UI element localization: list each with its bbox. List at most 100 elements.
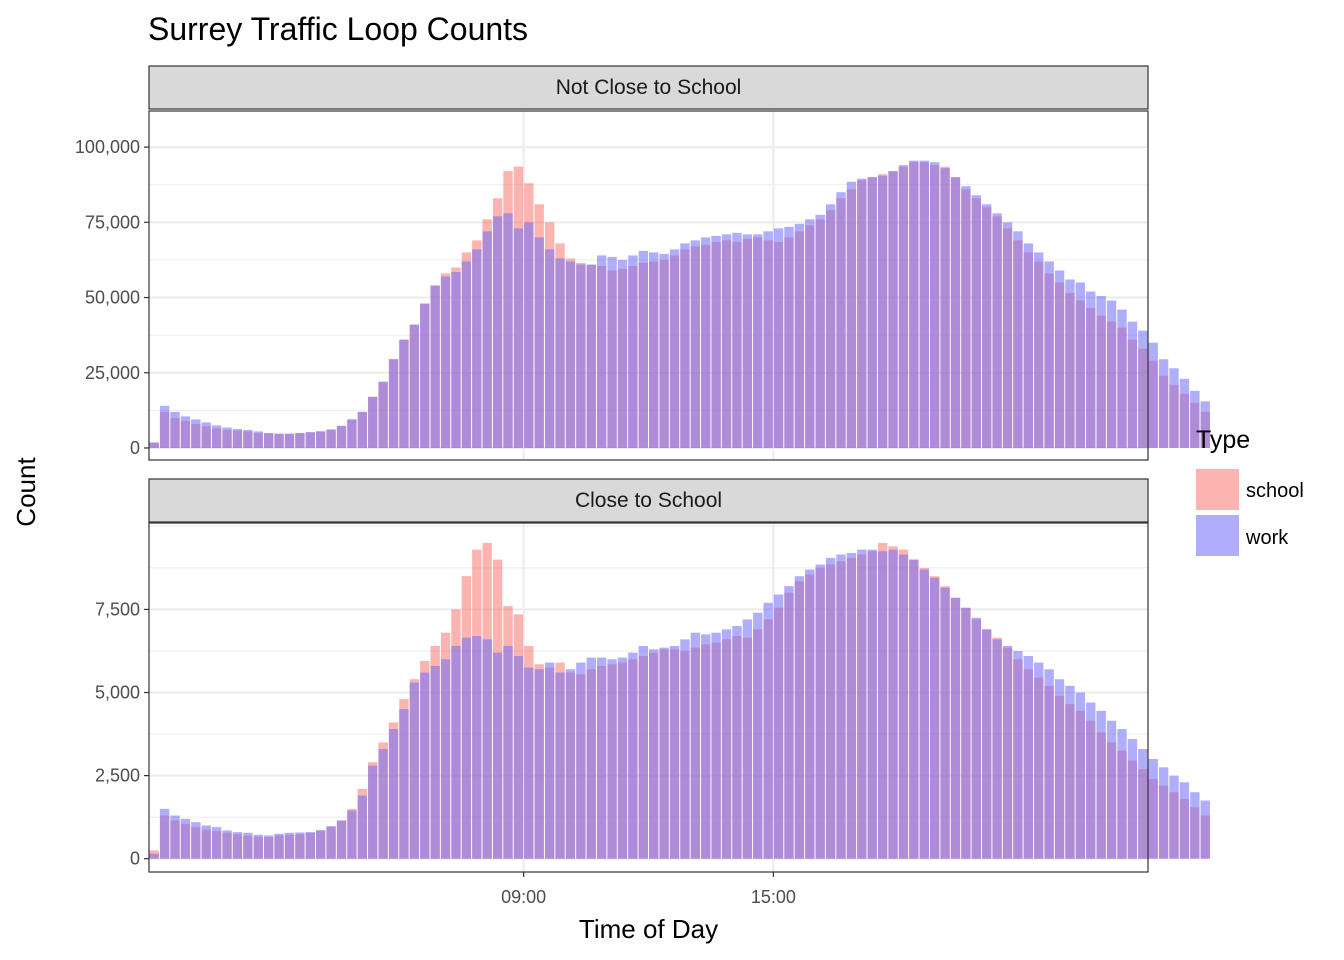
bar-work	[284, 433, 295, 448]
bar-work	[378, 749, 388, 859]
bar-work	[919, 569, 929, 859]
bar-work	[1086, 702, 1096, 859]
bar-work	[669, 645, 680, 859]
bar-work	[368, 765, 378, 859]
bar-work	[1200, 401, 1210, 448]
panel-plot-area	[149, 523, 1148, 872]
bar-work	[773, 228, 784, 448]
bar-work	[305, 432, 315, 448]
bar-work	[929, 162, 940, 448]
y-axis: 0 2,500 5,000 7,500	[95, 599, 149, 869]
bar-work	[1117, 309, 1127, 448]
bar-work	[815, 564, 825, 859]
bar-work	[409, 324, 420, 448]
bar-work	[1054, 270, 1065, 448]
bar-work	[211, 827, 222, 859]
bar-work	[857, 549, 867, 859]
y-tick-label: 2,500	[95, 766, 140, 786]
bar-work	[1158, 359, 1169, 448]
panel-close-to-school: Close to School 0 2,500 5,000 7,500	[95, 478, 1210, 873]
bar-work	[971, 617, 981, 859]
bar-work	[274, 833, 284, 859]
panel-plot-area	[149, 111, 1148, 460]
bar-work	[898, 554, 909, 859]
bar-work	[607, 659, 617, 859]
gridlines	[149, 111, 1148, 460]
bar-work	[961, 607, 971, 859]
bar-work	[305, 832, 315, 859]
legend-label-school: school	[1246, 480, 1304, 502]
bar-work	[763, 602, 773, 859]
bar-work	[1127, 321, 1138, 448]
bar-work	[617, 657, 628, 859]
bar-work	[721, 234, 732, 448]
bar-work	[149, 853, 159, 859]
y-axis-title: Count	[11, 457, 41, 527]
bar-work	[1075, 282, 1086, 448]
bar-work	[680, 243, 690, 448]
bar-work	[170, 411, 180, 448]
bar-work	[357, 411, 368, 448]
y-tick-label: 25,000	[85, 363, 140, 383]
bar-work	[971, 195, 981, 448]
bar-work	[492, 216, 503, 448]
bar-work	[721, 629, 732, 859]
bar-work	[544, 249, 555, 448]
bar-work	[263, 835, 274, 859]
bar-work	[524, 667, 534, 859]
bar-work	[649, 649, 659, 859]
bar-work	[149, 442, 159, 448]
bar-work	[701, 634, 711, 859]
x-tick-label: 15:00	[751, 887, 796, 907]
y-tick-label: 0	[130, 438, 140, 458]
bar-work	[690, 632, 701, 859]
bar-work	[513, 655, 524, 859]
y-axis: 0 25,000 50,000 75,000 100,000	[75, 137, 149, 458]
bar-work	[191, 419, 201, 448]
bar-work	[732, 626, 742, 859]
bar-work	[420, 672, 430, 859]
bar-work	[680, 639, 690, 859]
bar-work	[1148, 758, 1158, 859]
bar-work	[836, 554, 846, 859]
bar-work	[201, 825, 211, 859]
bar-work	[1044, 261, 1054, 448]
bar-work	[461, 261, 472, 448]
bar-work	[430, 665, 440, 859]
bar-work	[1002, 222, 1013, 448]
bar-work	[1002, 645, 1013, 859]
bar-work	[1179, 782, 1190, 859]
bar-work	[982, 629, 992, 859]
bar-work	[472, 636, 482, 859]
bar-work	[232, 832, 243, 859]
panel-border	[148, 110, 1149, 461]
bar-work	[1169, 368, 1179, 448]
bars	[149, 542, 1210, 859]
bar-work	[451, 645, 461, 859]
bar-work	[430, 285, 440, 448]
bar-work	[326, 429, 336, 448]
panel-not-close-to-school: Not Close to School 0 25,000 50,000 75,000 1…	[75, 65, 1210, 461]
bar-work	[1096, 296, 1106, 448]
bar-work	[1190, 792, 1200, 859]
bar-work	[253, 431, 263, 448]
x-tick-label: 09:00	[501, 887, 546, 907]
bar-work	[1138, 330, 1148, 448]
bar-work	[950, 177, 961, 448]
bar-work	[243, 832, 253, 859]
bar-work	[732, 232, 742, 448]
bar-work	[992, 213, 1002, 448]
bar-work	[867, 177, 877, 448]
panel-border	[148, 522, 1149, 873]
bar-work	[1179, 378, 1190, 448]
bar-work	[555, 672, 565, 859]
bar-work	[961, 186, 971, 448]
bar-work	[596, 657, 607, 859]
bar-work	[919, 160, 929, 448]
bar-work	[1054, 679, 1065, 859]
bar-work	[669, 249, 680, 448]
bar-work	[690, 240, 701, 448]
bar-work	[440, 659, 451, 859]
legend: Type school work	[1196, 426, 1304, 556]
bar-work	[753, 234, 763, 448]
